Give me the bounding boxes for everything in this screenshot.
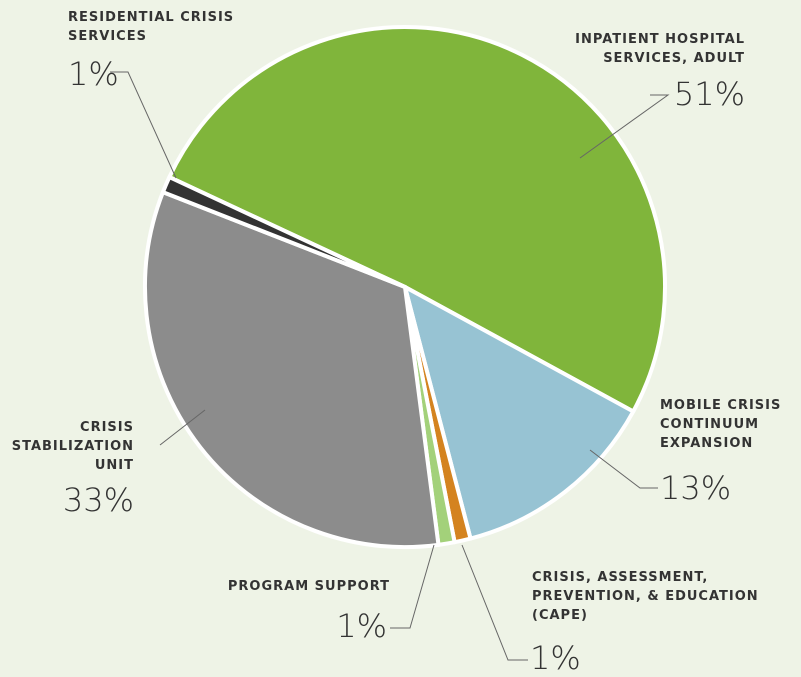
value-label: 51%: [673, 75, 745, 113]
pie-slice: [403, 285, 636, 541]
slice-label: RESIDENTIAL CRISIS SERVICES: [68, 10, 235, 44]
pie-slice: [143, 190, 441, 549]
leader-line: [390, 544, 435, 629]
leader-line: [159, 409, 206, 446]
leader-line: [579, 94, 670, 159]
slice-label: MOBILE CRISIS CONTINUUM EXPANSION: [660, 398, 782, 451]
value-label: 1%: [68, 55, 119, 93]
leader-line: [110, 71, 177, 179]
slice-label: CRISIS, ASSESSMENT, PREVENTION, & EDUCAT…: [532, 570, 759, 623]
value-label: 1%: [530, 639, 581, 677]
value-label: 13%: [660, 469, 732, 507]
slice-label: INPATIENT HOSPITAL SERVICES, ADULT: [575, 32, 745, 66]
slice-label: PROGRAM SUPPORT: [227, 579, 390, 594]
value-label: 1%: [336, 607, 387, 645]
value-label: 33%: [62, 481, 134, 519]
pie-slice: [167, 25, 667, 414]
leader-line: [461, 544, 528, 661]
slice-label: CRISIS STABILIZATION UNIT: [11, 420, 134, 473]
pie-slice: [160, 175, 407, 289]
leader-line: [589, 449, 658, 489]
